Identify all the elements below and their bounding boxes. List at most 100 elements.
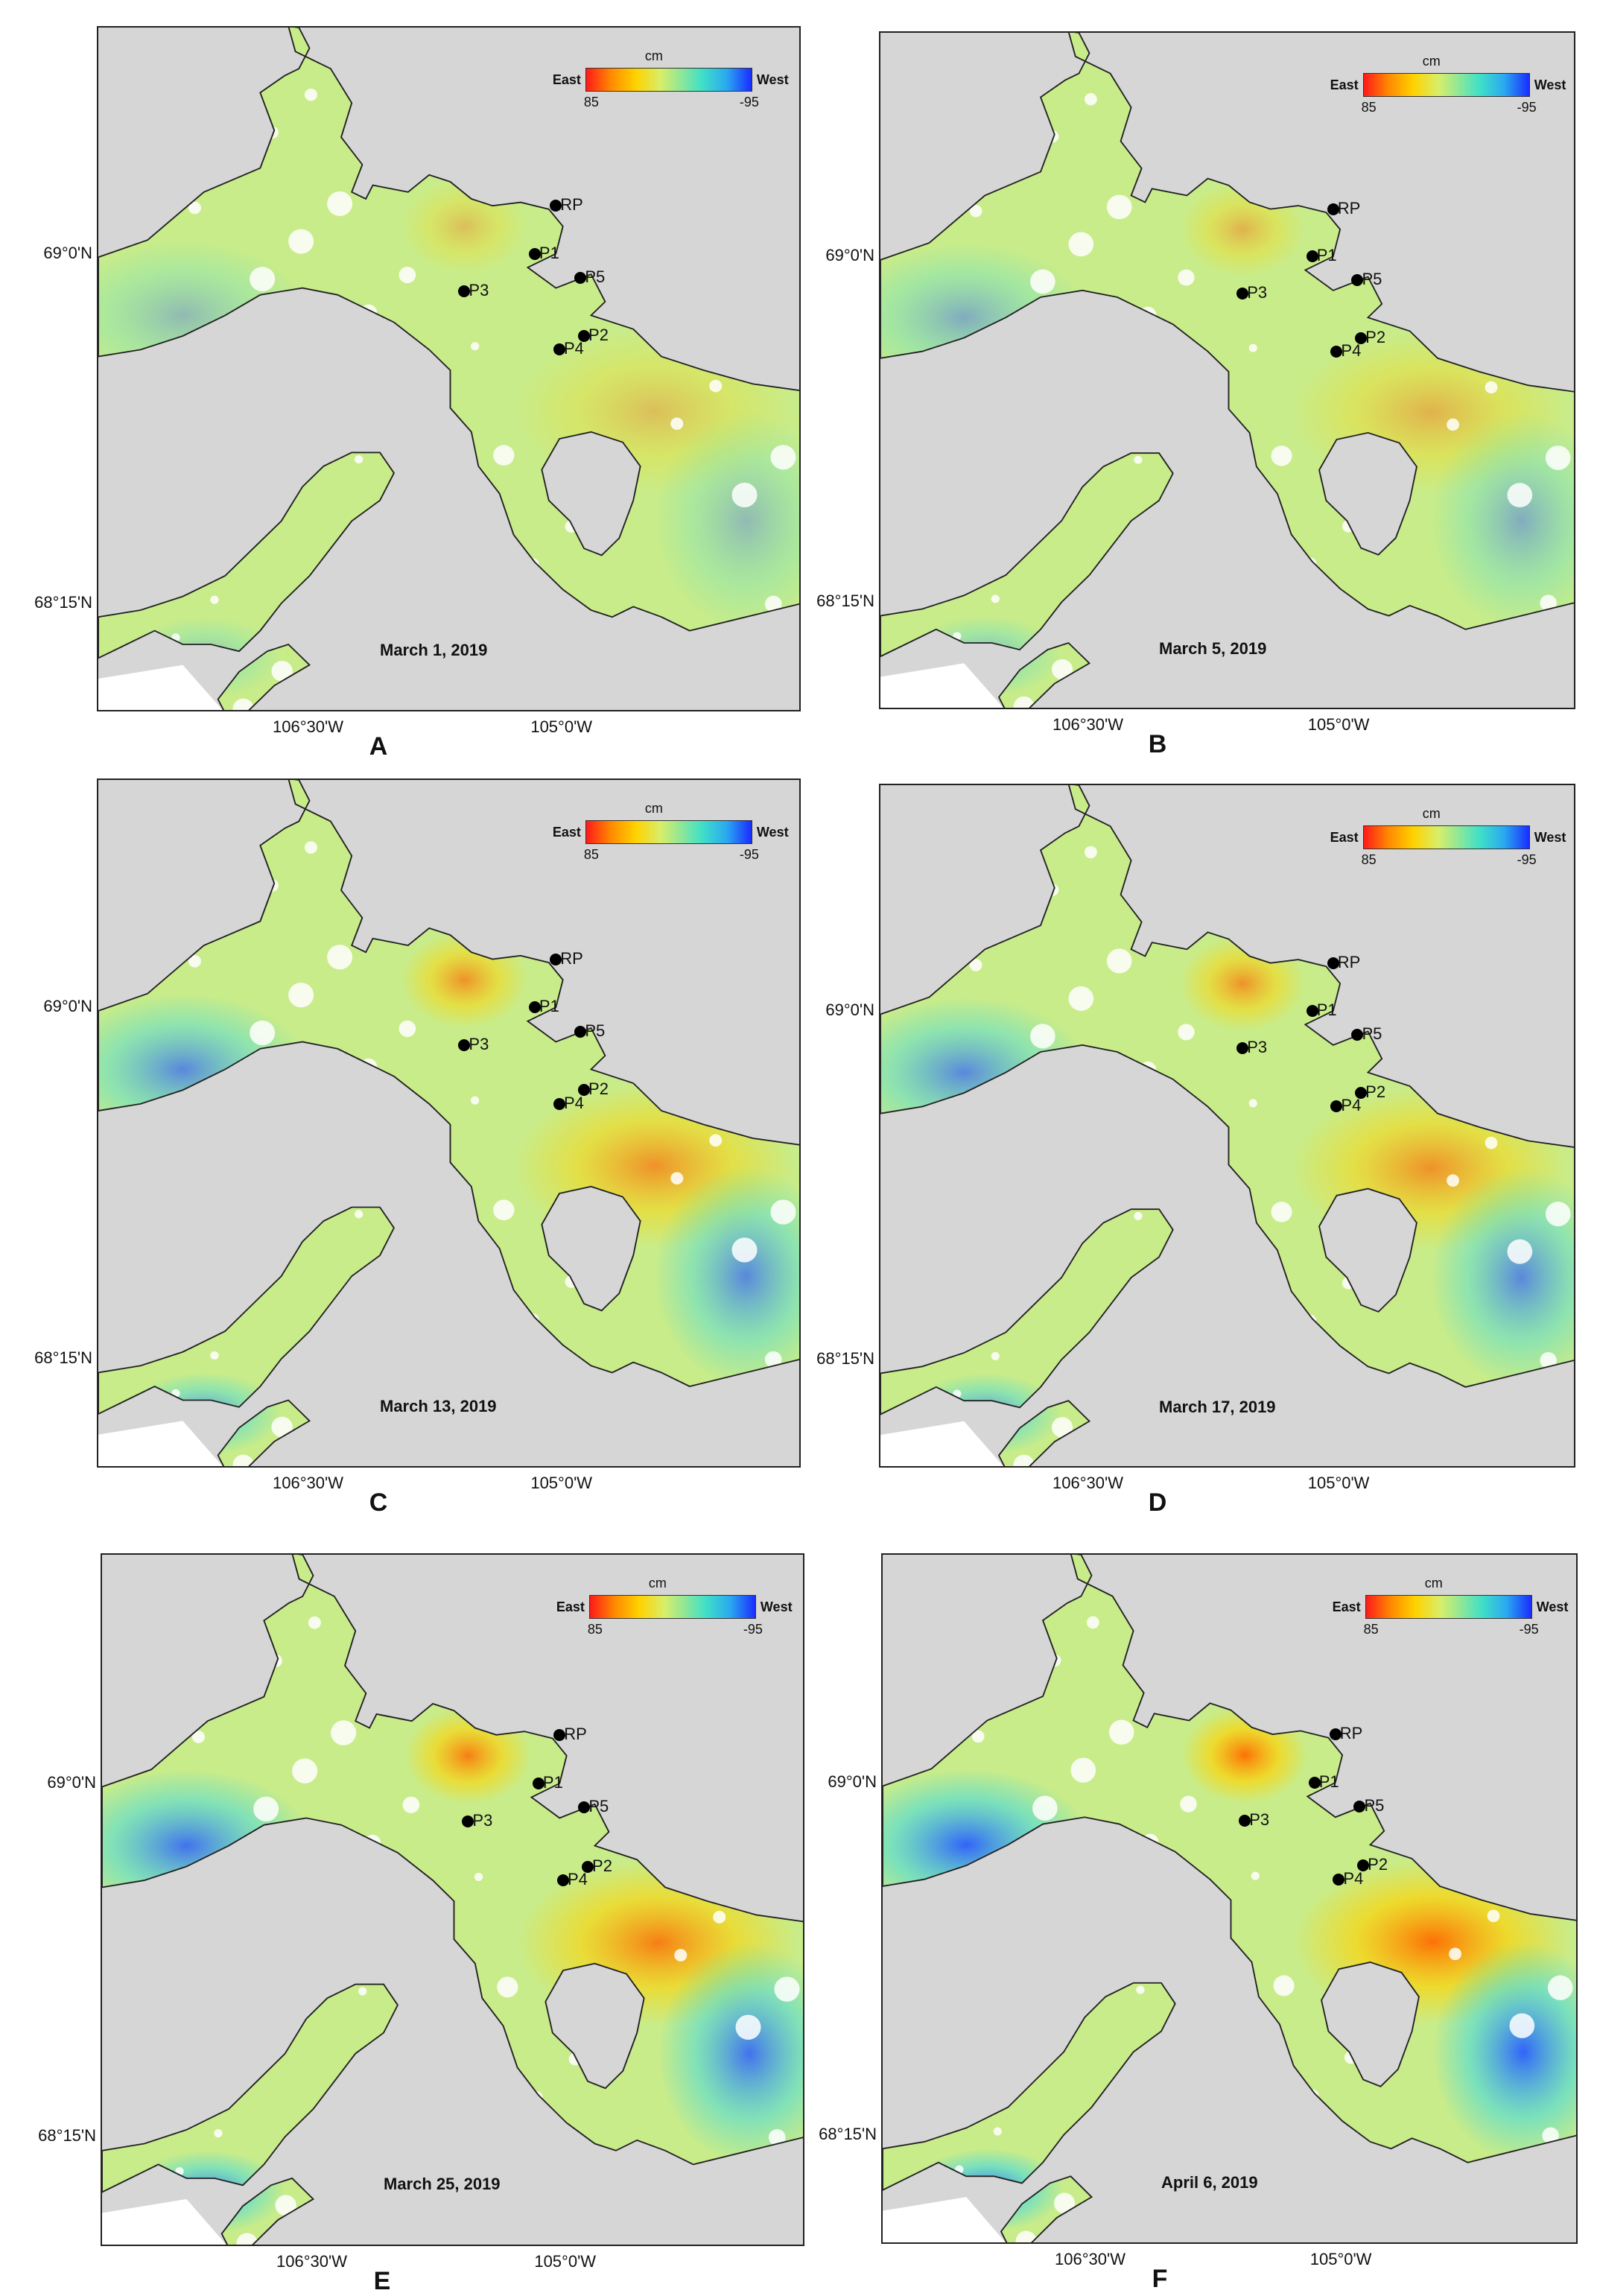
displacement-map [883,1555,1576,2242]
point-dot [1330,1100,1343,1113]
lat-label-69n: 69°0'N [47,1772,96,1792]
lon-label-106-30w: 106°30'W [1053,1474,1123,1492]
legend-unit: cm [644,48,663,63]
lon-label-105w: 105°0'W [1309,2250,1372,2268]
legend-east-label: East [1332,1599,1361,1614]
point-dot [1330,345,1343,358]
lon-label-105w: 105°0'W [534,2252,597,2271]
point-label: P2 [592,1856,612,1875]
lat-label-69n: 69°0'N [825,1000,874,1019]
point-label: P1 [1316,246,1337,265]
date-label: March 13, 2019 [380,1396,497,1415]
lon-label-106-30w: 106°30'W [273,1474,343,1492]
panel-letter: E [373,2267,391,2295]
date-label: March 5, 2019 [1159,639,1267,659]
point-label: P3 [469,281,489,300]
point-label: P4 [567,1870,588,1889]
legend-west-label: West [756,72,789,87]
point-label: P3 [1249,1810,1270,1829]
point-dot [1355,332,1368,344]
legend-colorbar [585,68,752,92]
legend-colorbar [588,1595,756,1619]
point-label: P1 [542,1772,563,1792]
point-label: P5 [585,267,606,286]
lon-label-105w: 105°0'W [1307,715,1370,734]
legend-east-label: East [1330,77,1359,92]
colorbar-legend: cm East West 85 -95 [535,48,789,130]
point-label: P4 [563,1093,584,1112]
legend-min-value: 85 [587,1622,603,1637]
lat-label-68-15n: 68°15'N [819,2124,877,2143]
point-dot [578,1084,591,1097]
panel-letter: F [1152,2265,1168,2293]
point-dot [528,1001,541,1014]
panel-letter: A [369,732,388,761]
lon-label-106-30w: 106°30'W [1053,715,1123,734]
legend-west-label: West [1534,77,1566,92]
legend-colorbar [1362,73,1530,97]
point-label: P2 [1365,327,1386,346]
map-panel-d: RP P1 P5 P3 P2 P4 cm East West 85 -95 March 17, 201… [816,784,1575,1517]
panel-letter: D [1148,1488,1167,1517]
date-label: April 6, 2019 [1161,2172,1258,2192]
legend-max-value: -95 [1519,1622,1539,1637]
point-dot [1306,250,1318,263]
colorbar-legend: cm East West 85 -95 [539,1576,793,1658]
point-label: P5 [585,1021,606,1040]
point-label: P2 [588,326,609,344]
lon-label-105w: 105°0'W [530,1474,593,1492]
point-dot [1306,1004,1318,1017]
point-label: RP [560,195,583,215]
point-dot [553,343,565,356]
lat-label-68-15n: 68°15'N [38,2126,96,2146]
point-label: P3 [1247,1038,1268,1057]
point-dot [458,285,471,298]
lon-label-105w: 105°0'W [530,717,593,736]
lat-label-69n: 69°0'N [43,997,92,1016]
lon-label-105w: 105°0'W [1307,1474,1370,1492]
legend-min-value: 85 [1361,100,1377,115]
legend-east-label: East [1330,830,1359,845]
point-label: P5 [1362,1024,1382,1044]
point-dot [458,1039,471,1052]
point-label: RP [560,948,583,968]
point-label: P5 [588,1797,609,1816]
displacement-map [880,785,1574,1466]
lat-label-69n: 69°0'N [828,1772,877,1791]
lat-label-68-15n: 68°15'N [816,1349,874,1369]
map-frame: RP P1 P5 P3 P2 P4 cm East West 85 -95 March 13, 201… [97,778,801,1468]
point-label: RP [1337,952,1361,971]
displacement-map [98,28,799,710]
map-panel-c: RP P1 P5 P3 P2 P4 cm East West 85 -95 March 13, 201… [34,778,801,1517]
point-dot [1351,1029,1364,1041]
point-label: RP [1339,1724,1363,1743]
point-dot [1327,203,1339,215]
point-label: P3 [472,1811,493,1830]
date-label: March 17, 2019 [1159,1397,1276,1416]
point-dot [550,200,562,212]
point-dot [1327,957,1339,969]
displacement-map [880,33,1574,708]
point-dot [1353,1801,1366,1813]
map-panel-a: RP P1 P5 P3 P2 P4 cm East West 85 -95 March 1, 2019… [34,26,801,761]
legend-unit: cm [1424,1576,1443,1591]
point-dot [1329,1728,1342,1741]
point-dot [1351,274,1364,287]
map-frame: RP P1 P5 P3 P2 P4 cm East West 85 -95 March 1, 2019 [97,26,801,711]
legend-min-value: 85 [583,95,599,110]
lat-label-68-15n: 68°15'N [34,1348,92,1367]
colorbar-legend: cm East West 85 -95 [535,801,789,883]
lon-label-106-30w: 106°30'W [276,2252,347,2271]
point-label: P3 [469,1035,489,1054]
map-panel-f: RP P1 P5 P3 P2 P4 cm East West 85 -95 April 6, 2019… [819,1553,1578,2293]
lon-label-106-30w: 106°30'W [273,717,343,736]
legend-west-label: West [1536,1599,1569,1614]
point-label: P5 [1362,270,1382,289]
legend-colorbar [1362,825,1530,849]
point-label: RP [564,1724,587,1743]
point-label: P1 [539,997,559,1016]
legend-max-value: -95 [739,95,759,110]
lat-label-69n: 69°0'N [43,243,92,262]
point-dot [1236,1042,1249,1055]
point-dot [556,1874,569,1887]
